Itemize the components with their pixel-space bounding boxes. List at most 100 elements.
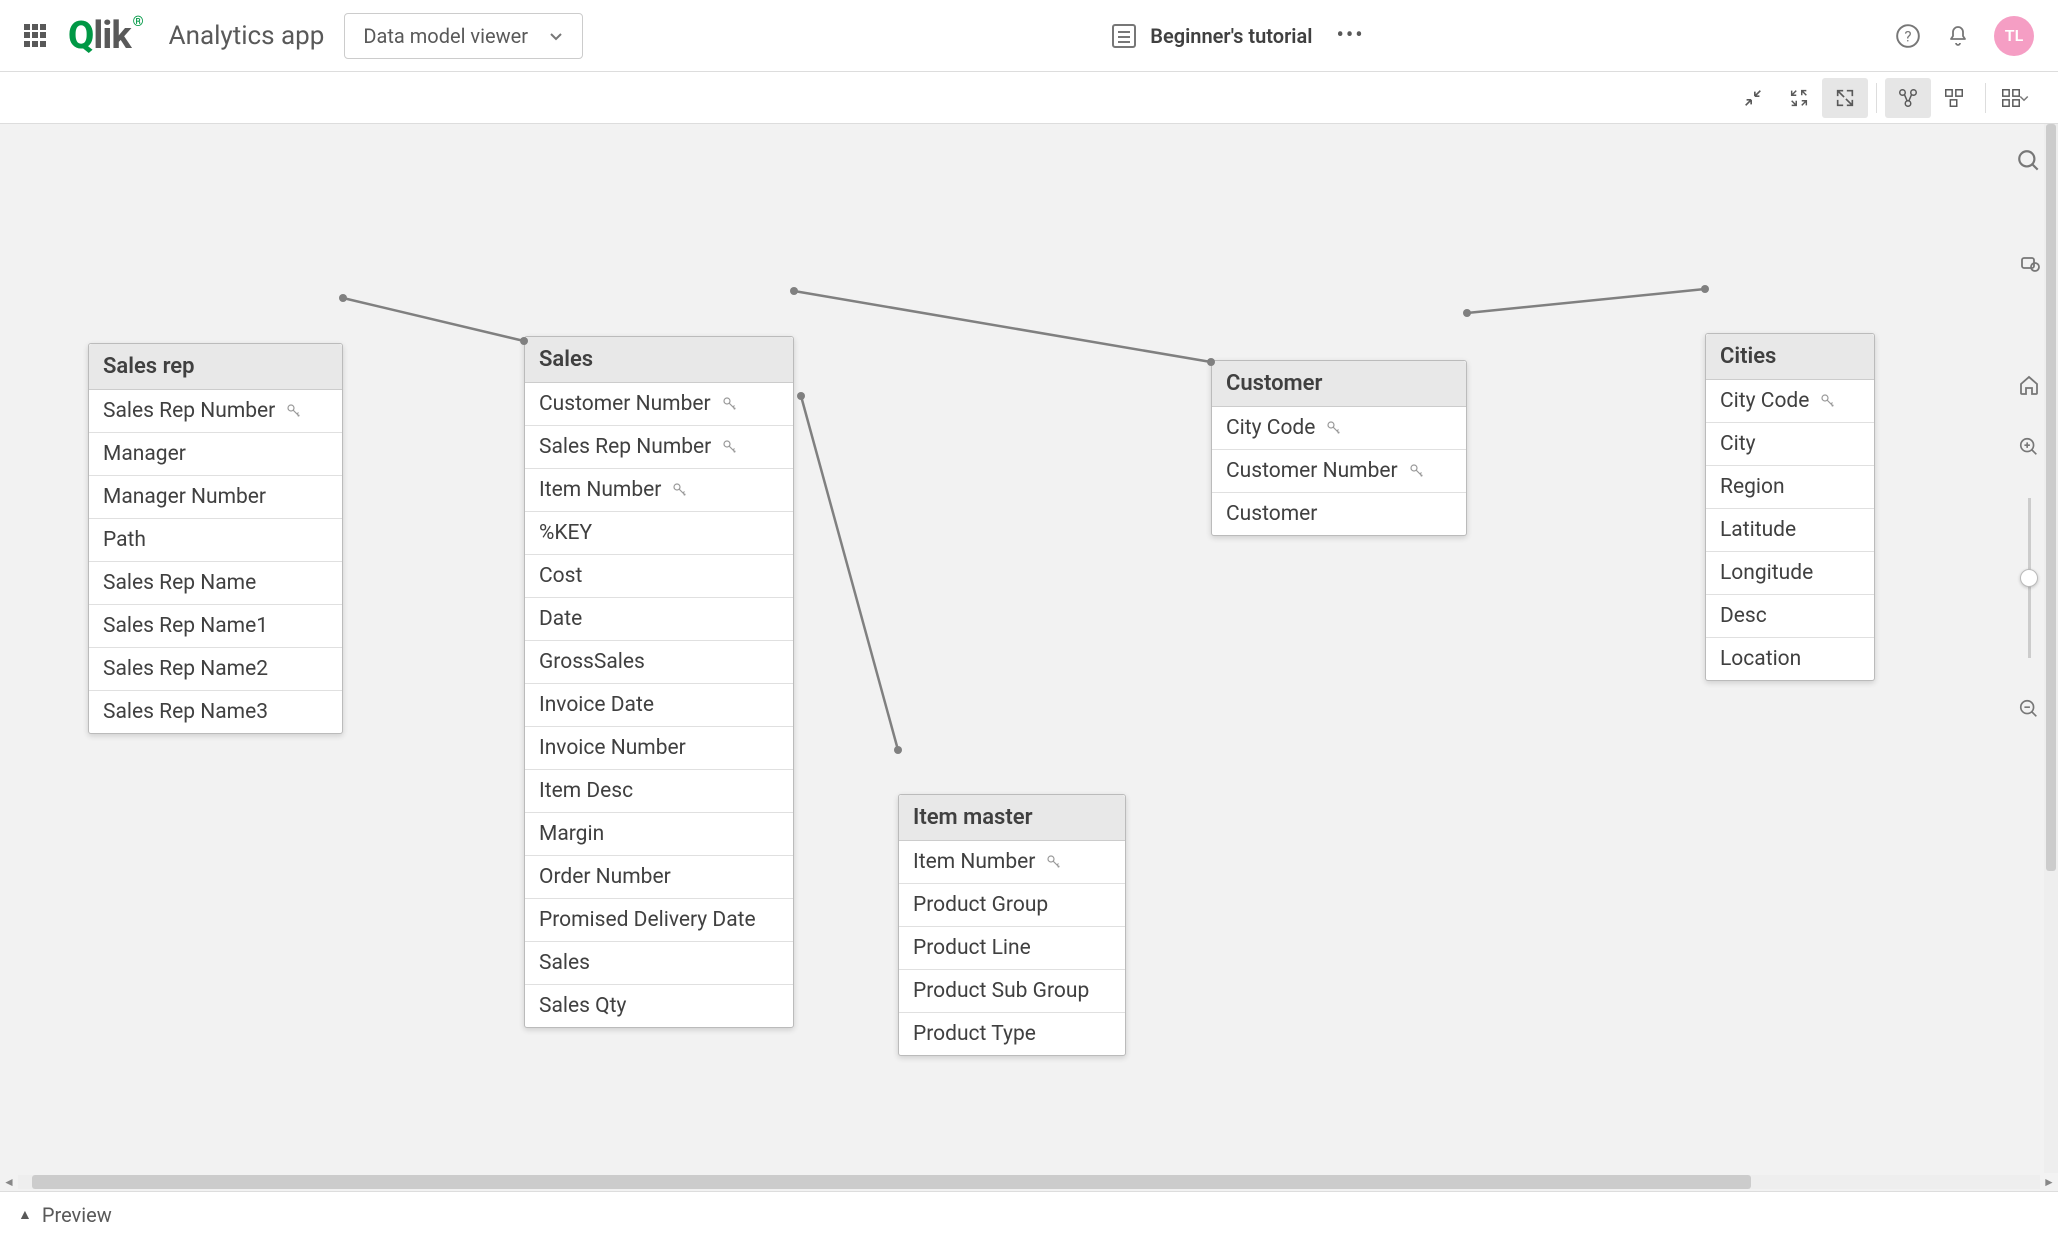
internal-view-button[interactable]	[1885, 78, 1931, 118]
field-row[interactable]: City Code	[1212, 407, 1466, 450]
table-header[interactable]: Sales	[525, 337, 793, 383]
field-label: Sales Rep Name3	[103, 700, 268, 724]
field-label: City Code	[1226, 416, 1315, 440]
field-row[interactable]: Location	[1706, 638, 1874, 680]
key-icon	[1819, 392, 1837, 410]
field-row[interactable]: Date	[525, 598, 793, 641]
horizontal-scrollbar-track[interactable]	[18, 1175, 2040, 1189]
vertical-scrollbar-thumb[interactable]	[2046, 124, 2056, 871]
svg-text:?: ?	[1904, 27, 1911, 45]
field-label: Cost	[539, 564, 582, 588]
horizontal-scrollbar-thumb[interactable]	[32, 1175, 1751, 1189]
table-customer[interactable]: Customer City Code Customer Number Customer	[1211, 360, 1467, 536]
view-dropdown[interactable]: Data model viewer	[344, 13, 583, 59]
field-label: Customer Number	[1226, 459, 1398, 483]
chevron-down-icon	[548, 28, 564, 44]
table-sales_rep[interactable]: Sales repSales Rep NumberManagerManager …	[88, 343, 343, 734]
field-row[interactable]: Path	[89, 519, 342, 562]
field-row[interactable]: Sales Rep Name3	[89, 691, 342, 733]
field-row[interactable]: Sales Rep Name	[89, 562, 342, 605]
field-label: Longitude	[1720, 561, 1813, 585]
zoom-in-icon[interactable]	[2012, 430, 2046, 464]
field-row[interactable]: %KEY	[525, 512, 793, 555]
field-label: Customer Number	[539, 392, 711, 416]
reduce-button[interactable]	[1776, 78, 1822, 118]
home-icon[interactable]	[2012, 368, 2046, 402]
bell-icon[interactable]	[1944, 22, 1972, 50]
qlik-logo[interactable]: Qlik®	[68, 14, 143, 58]
scroll-left-arrow[interactable]: ◄	[0, 1175, 18, 1189]
field-row[interactable]: Product Group	[899, 884, 1125, 927]
field-row[interactable]: Product Line	[899, 927, 1125, 970]
field-label: Location	[1720, 647, 1801, 671]
preview-label[interactable]: Preview	[42, 1203, 112, 1227]
field-row[interactable]: Sales Rep Name2	[89, 648, 342, 691]
grid-menu-button[interactable]	[1994, 78, 2042, 118]
horizontal-scrollbar[interactable]: ◄ ►	[0, 1173, 2058, 1191]
field-row[interactable]: Latitude	[1706, 509, 1874, 552]
chevron-down-icon	[2018, 92, 2036, 104]
field-row[interactable]: Sales	[525, 942, 793, 985]
key-icon	[1325, 419, 1343, 437]
field-label: Invoice Number	[539, 736, 686, 760]
field-label: Margin	[539, 822, 604, 846]
field-row[interactable]: Order Number	[525, 856, 793, 899]
locate-icon[interactable]	[2012, 246, 2046, 280]
field-row[interactable]: Margin	[525, 813, 793, 856]
field-label: Product Type	[913, 1022, 1036, 1046]
table-header[interactable]: Item master	[899, 795, 1125, 841]
field-row[interactable]: Item Number	[899, 841, 1125, 884]
field-row[interactable]: Product Type	[899, 1013, 1125, 1055]
field-row[interactable]: Manager	[89, 433, 342, 476]
more-menu-icon[interactable]: •••	[1336, 23, 1364, 48]
field-row[interactable]: Sales Qty	[525, 985, 793, 1027]
search-icon[interactable]	[2012, 144, 2046, 178]
field-row[interactable]: City	[1706, 423, 1874, 466]
field-row[interactable]: Manager Number	[89, 476, 342, 519]
field-row[interactable]: Invoice Date	[525, 684, 793, 727]
collapse-all-button[interactable]	[1730, 78, 1776, 118]
key-icon	[671, 481, 689, 499]
field-row[interactable]: Customer Number	[525, 383, 793, 426]
table-header[interactable]: Customer	[1212, 361, 1466, 407]
field-label: Order Number	[539, 865, 671, 889]
zoom-out-icon[interactable]	[2012, 692, 2046, 726]
help-icon[interactable]: ?	[1894, 22, 1922, 50]
table-item_master[interactable]: Item masterItem NumberProduct GroupProdu…	[898, 794, 1126, 1056]
field-label: Invoice Date	[539, 693, 654, 717]
user-avatar[interactable]: TL	[1994, 16, 2034, 56]
field-row[interactable]: Desc	[1706, 595, 1874, 638]
field-row[interactable]: City Code	[1706, 380, 1874, 423]
zoom-slider[interactable]	[2028, 498, 2031, 658]
scroll-right-arrow[interactable]: ►	[2040, 1175, 2058, 1189]
field-row[interactable]: Sales Rep Name1	[89, 605, 342, 648]
table-cities[interactable]: CitiesCity CodeCityRegionLatitude Longitu…	[1705, 333, 1875, 681]
preview-toggle-icon[interactable]: ▲	[18, 1206, 32, 1223]
field-row[interactable]: Cost	[525, 555, 793, 598]
field-row[interactable]: Product Sub Group	[899, 970, 1125, 1013]
field-row[interactable]: Item Number	[525, 469, 793, 512]
field-row[interactable]: GrossSales	[525, 641, 793, 684]
vertical-scrollbar[interactable]	[2044, 124, 2058, 1191]
topbar-center: Beginner's tutorial •••	[603, 23, 1874, 48]
field-row[interactable]: Sales Rep Number	[525, 426, 793, 469]
field-row[interactable]: Customer	[1212, 493, 1466, 535]
field-row[interactable]: Longitude	[1706, 552, 1874, 595]
key-icon	[285, 402, 303, 420]
field-row[interactable]: Promised Delivery Date	[525, 899, 793, 942]
field-row[interactable]: Invoice Number	[525, 727, 793, 770]
preview-footer: ▲ Preview	[0, 1191, 2058, 1237]
field-row[interactable]: Sales Rep Number	[89, 390, 342, 433]
field-label: Sales Rep Name2	[103, 657, 268, 681]
expand-all-button[interactable]	[1822, 78, 1868, 118]
table-header[interactable]: Cities	[1706, 334, 1874, 380]
app-launcher-icon[interactable]	[24, 24, 48, 48]
zoom-slider-handle[interactable]	[2020, 569, 2038, 587]
field-row[interactable]: Customer Number	[1212, 450, 1466, 493]
data-model-canvas[interactable]: Sales repSales Rep NumberManagerManager …	[0, 124, 2058, 1191]
layout-button[interactable]	[1931, 78, 1977, 118]
field-row[interactable]: Item Desc	[525, 770, 793, 813]
table-sales[interactable]: SalesCustomer NumberSales Rep NumberItem…	[524, 336, 794, 1028]
field-row[interactable]: Region	[1706, 466, 1874, 509]
table-header[interactable]: Sales rep	[89, 344, 342, 390]
